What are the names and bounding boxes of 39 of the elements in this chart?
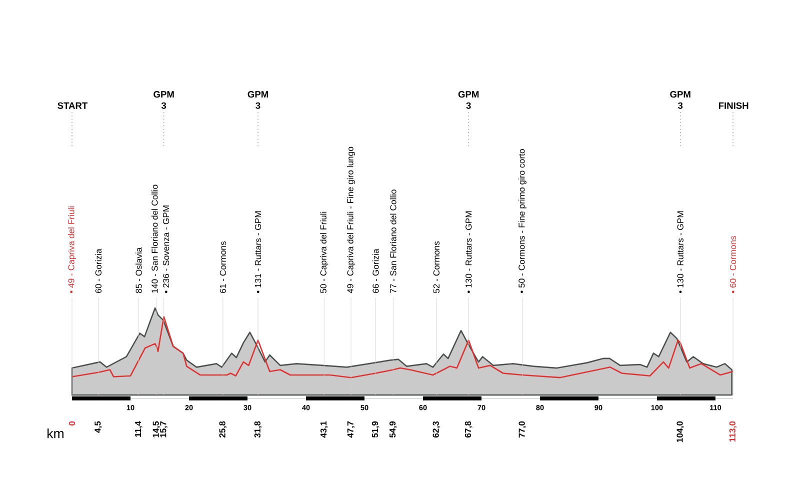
text: 50 - Capriva del Friuli: [320, 212, 328, 293]
x-tick-label: 11,4: [135, 421, 142, 437]
ref-line-label: GPM 3: [458, 91, 479, 109]
text: 60 - Gorizia: [95, 248, 102, 293]
x-tick-label: 77,0: [518, 421, 526, 438]
text: • 49 - Capriva del Friuli: [68, 206, 76, 294]
ref-line-label: START: [58, 102, 88, 109]
text: • 130 - Ruttars - GPM: [466, 211, 472, 294]
x-tick-label: 25,8: [219, 421, 227, 438]
ref-line-label: GPM 3: [670, 91, 690, 109]
text: 52 - Cormons: [433, 241, 440, 293]
text: • 131 - Ruttars - GPM: [254, 211, 262, 294]
x-tick-label: 54,9: [389, 421, 397, 438]
x-axis-title: km: [48, 428, 64, 438]
x-tick-label: 113,0: [729, 421, 737, 442]
x-tick-label: 15,7: [160, 421, 168, 438]
text: • 60 - Cormons: [730, 236, 736, 294]
text: • 50 - Cormons - Fine primo giro corto: [518, 149, 526, 294]
ref-line-label: FINISH: [718, 102, 748, 109]
ref-line-label: GPM 3: [154, 91, 174, 109]
text: 85 - Oslavia: [136, 247, 142, 293]
text: 61 - Cormons: [220, 241, 226, 293]
x-tick-label: 104,0: [676, 421, 684, 442]
x-tick-label: 4,5: [94, 421, 102, 433]
text: 140 - San Floriano del Collio: [151, 184, 158, 293]
text: • 236 - Sovenza - GPM: [163, 206, 170, 294]
text: 49 - Capriva del Friuli - Fine giro lungo: [347, 146, 356, 294]
x-tick-label: 0: [68, 421, 76, 426]
x-tick-label: 31,8: [254, 421, 262, 438]
x-tick-label: 51,9: [372, 421, 380, 438]
x-tick-label: 43,1: [320, 421, 328, 438]
ref-line-label: GPM 3: [248, 91, 268, 109]
x-tick-label: 62,3: [432, 421, 440, 438]
text: • 130 - Ruttars - GPM: [677, 211, 684, 294]
x-tick-label: 47,7: [347, 421, 355, 438]
text: 66 - Gorizia: [372, 248, 379, 293]
text: 77 - San Floriano del Collio: [390, 190, 396, 293]
x-tick-label: 14,5: [152, 421, 160, 438]
x-tick-label: 67,8: [464, 421, 472, 438]
